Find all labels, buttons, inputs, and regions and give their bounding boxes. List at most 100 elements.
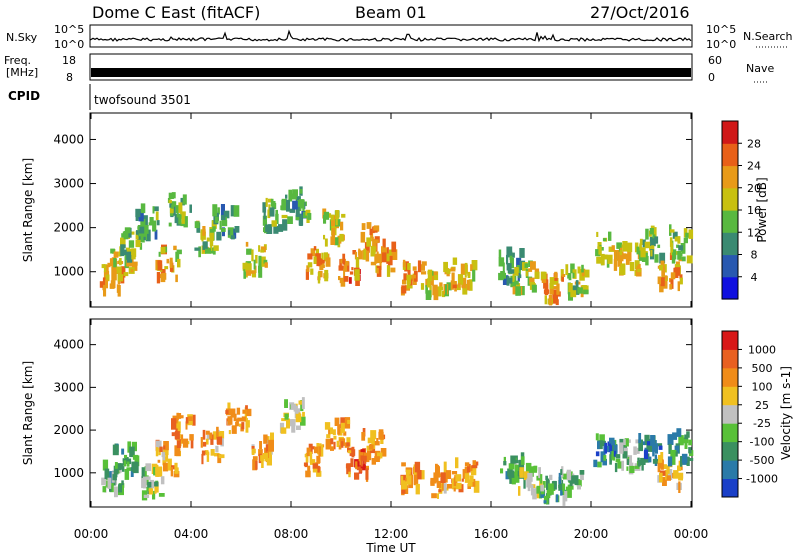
data-cell — [623, 439, 626, 445]
data-cell — [561, 275, 564, 282]
data-cell — [348, 277, 352, 284]
data-cell — [328, 213, 332, 218]
data-cell — [581, 264, 584, 273]
data-cell — [458, 275, 464, 285]
data-cell — [101, 477, 107, 486]
data-cell — [621, 460, 624, 471]
colorbar-tick-label: 16 — [747, 204, 761, 217]
data-cell — [304, 464, 308, 468]
data-cell — [678, 477, 683, 481]
data-cell — [467, 272, 471, 278]
colorbar-swatch — [722, 423, 738, 443]
data-cell — [638, 439, 643, 452]
data-cell — [508, 470, 515, 479]
data-cell — [621, 244, 626, 248]
data-cell — [665, 469, 669, 480]
data-cell — [120, 463, 124, 470]
data-cell — [260, 246, 266, 253]
data-cell — [503, 456, 506, 462]
data-cell — [562, 483, 566, 492]
data-cell — [511, 269, 516, 274]
data-cell — [472, 460, 476, 467]
colorbar-swatch — [722, 276, 738, 300]
data-cell — [160, 476, 165, 485]
data-cell — [401, 475, 404, 485]
data-cell — [678, 245, 683, 251]
data-cell — [135, 216, 139, 221]
power-colorbar-label: Power [dB] — [755, 177, 769, 242]
data-cell — [299, 214, 303, 226]
data-cell — [601, 247, 604, 251]
data-cell — [212, 247, 216, 255]
xtick-label: 12:00 — [374, 527, 409, 541]
data-cell — [245, 405, 248, 410]
data-cell — [565, 264, 569, 276]
data-cell — [662, 476, 667, 486]
data-cell — [452, 284, 459, 289]
data-cell — [405, 477, 408, 482]
data-cell — [654, 236, 659, 244]
data-cell — [354, 472, 360, 480]
data-cell — [538, 467, 541, 479]
data-cell — [503, 461, 507, 466]
data-cell — [604, 442, 608, 454]
data-cell — [367, 437, 373, 444]
data-cell — [657, 461, 661, 473]
ytick-label: 3000 — [53, 380, 84, 394]
data-cell — [660, 460, 664, 469]
data-cell — [613, 259, 618, 271]
data-cell — [618, 242, 622, 253]
data-cell — [152, 490, 156, 500]
data-cell — [361, 464, 366, 471]
data-cell — [126, 467, 133, 471]
data-cell — [262, 215, 267, 226]
data-cell — [213, 245, 219, 251]
data-cell — [515, 286, 521, 296]
data-cell — [321, 259, 325, 264]
data-cell — [431, 493, 437, 499]
data-cell — [532, 466, 538, 473]
data-cell — [643, 449, 649, 460]
data-cell — [124, 227, 131, 234]
data-cell — [688, 229, 694, 239]
data-cell — [525, 462, 532, 474]
data-cell — [601, 253, 605, 266]
data-cell — [260, 249, 265, 253]
data-cell — [252, 456, 258, 461]
data-cell — [518, 459, 525, 472]
data-cell — [629, 262, 635, 272]
data-cell — [377, 452, 383, 459]
data-cell — [516, 265, 521, 276]
data-cell — [300, 416, 306, 426]
data-cell — [637, 460, 641, 467]
data-cell — [157, 260, 163, 271]
freq-top-tick: 18 — [62, 54, 76, 67]
data-cell — [371, 458, 376, 465]
data-cell — [206, 453, 210, 462]
data-cell — [265, 444, 270, 453]
data-cell — [406, 274, 412, 280]
data-cell — [637, 457, 640, 462]
data-cell — [295, 206, 300, 217]
data-cell — [314, 446, 318, 454]
data-cell — [180, 222, 186, 227]
data-cell — [281, 418, 288, 422]
data-cell — [565, 486, 572, 498]
data-cell — [104, 468, 110, 479]
data-cell — [549, 283, 554, 289]
velocity-heatmap-marks — [101, 397, 694, 506]
data-cell — [149, 217, 154, 225]
data-cell — [368, 444, 374, 450]
data-cell — [679, 274, 683, 279]
data-cell — [677, 250, 682, 260]
data-cell — [352, 250, 357, 255]
data-cell — [617, 259, 622, 267]
data-cell — [347, 447, 353, 453]
data-cell — [433, 472, 439, 483]
data-cell — [641, 252, 648, 262]
data-cell — [290, 419, 296, 427]
data-cell — [202, 429, 206, 440]
data-cell — [685, 232, 689, 238]
data-cell — [245, 417, 248, 427]
data-cell — [230, 205, 235, 217]
